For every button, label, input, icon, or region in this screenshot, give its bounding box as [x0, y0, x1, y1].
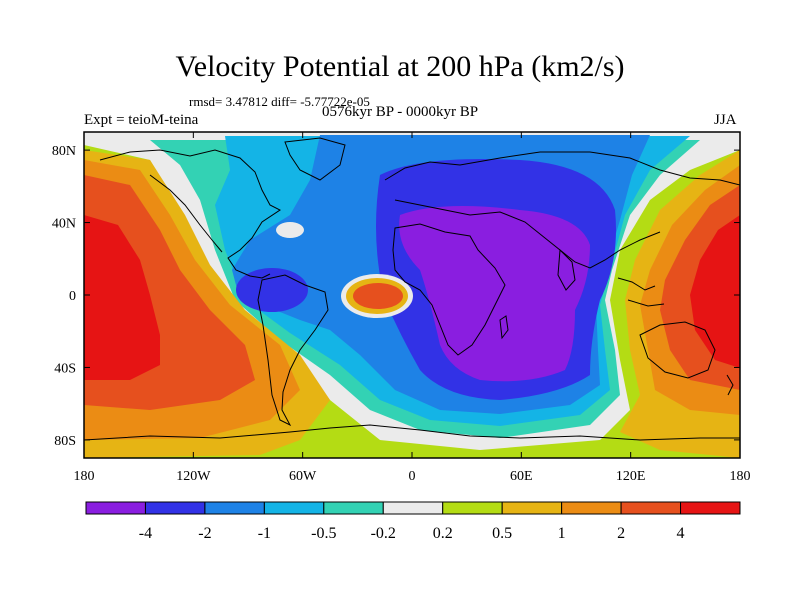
colorbar-swatch — [561, 501, 622, 515]
colorbar-label: 4 — [677, 525, 685, 542]
colorbar-swatch — [501, 501, 563, 515]
y-tick-label: 40N — [52, 217, 76, 232]
colorbar-label: -0.2 — [371, 525, 396, 542]
colorbar-label: -4 — [139, 525, 152, 542]
x-tick-label: 120E — [616, 469, 646, 484]
colorbar-swatch — [680, 501, 741, 515]
stats-text: rmsd= 3.47812 diff= -5.77722e-05 — [189, 94, 370, 109]
x-tick-label: 120W — [176, 469, 211, 484]
y-tick-label: 80S — [54, 434, 76, 449]
colorbar-swatch — [204, 501, 265, 515]
colorbar-label: -2 — [198, 525, 211, 542]
colorbar-label: -0.5 — [311, 525, 336, 542]
x-tick-label: 180 — [730, 469, 751, 484]
y-tick-label: 0 — [69, 289, 76, 304]
colorbar-label: 0.5 — [492, 525, 512, 542]
contour-field — [84, 132, 740, 458]
y-tick-label: 80N — [52, 144, 76, 159]
colorbar-label: 2 — [617, 525, 625, 542]
longitude-axis: 180 120W 60W 0 60E 120E 180 — [74, 132, 751, 484]
coastlines — [84, 137, 740, 441]
x-tick-label: 0 — [409, 469, 416, 484]
period-label: 0576kyr BP - 0000kyr BP — [322, 104, 479, 120]
colorbar-swatch — [85, 501, 146, 515]
latitude-axis: 80N 40N 0 40S 80S — [52, 144, 740, 449]
x-tick-label: 180 — [74, 469, 95, 484]
contour-fill — [353, 283, 403, 309]
contour-fill — [399, 206, 590, 382]
colorbar: -4 -2 -1 -0.5 -0.2 0.2 0.5 1 2 4 — [85, 501, 741, 542]
contour-fill — [690, 215, 740, 368]
colorbar-swatch — [620, 501, 682, 515]
contour-fill — [236, 268, 308, 312]
colorbar-label: -1 — [258, 525, 271, 542]
colorbar-swatch — [442, 501, 503, 515]
contour-fill — [84, 215, 160, 380]
colorbar-swatch — [144, 501, 206, 515]
contour-fill — [276, 222, 304, 238]
x-tick-label: 60W — [289, 469, 317, 484]
season-label: JJA — [714, 112, 737, 128]
map-title: Velocity Potential at 200 hPa (km2/s) — [175, 50, 625, 83]
colorbar-swatch — [323, 501, 384, 515]
colorbar-swatch — [263, 501, 325, 515]
experiment-label: Expt = teioM-teina — [84, 112, 199, 128]
colorbar-label: 0.2 — [433, 525, 453, 542]
x-tick-label: 60E — [510, 469, 533, 484]
colorbar-swatch — [382, 501, 444, 515]
y-tick-label: 40S — [54, 361, 76, 376]
colorbar-label: 1 — [558, 525, 566, 542]
